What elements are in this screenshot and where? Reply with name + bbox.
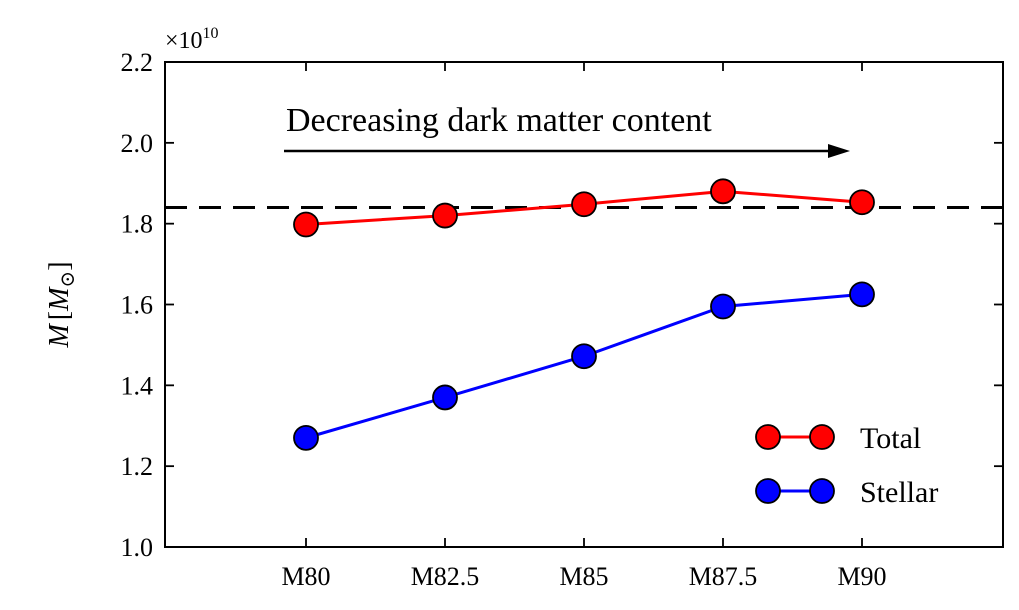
point-total-m80 <box>293 211 319 238</box>
x-tick-label: M90 <box>837 562 886 591</box>
y-tick-label: 1.0 <box>121 533 154 562</box>
legend-marker-stellar-2 <box>809 478 835 504</box>
y-tick-label: 1.8 <box>121 210 154 239</box>
y-tick-label: 1.2 <box>121 452 154 481</box>
y-axis-label-bracket-open: [ <box>44 311 75 320</box>
series-group <box>293 178 875 451</box>
point-stellar-m85 <box>571 343 597 370</box>
y-axis-label-sun-symbol: ⊙ <box>57 271 79 288</box>
y-multiplier-base: ×10 <box>165 28 203 54</box>
legend-marker-total <box>755 424 781 450</box>
y-axis-label-bracket-close: ] <box>44 261 75 270</box>
legend: Total Stellar <box>755 422 938 509</box>
y-multiplier-exponent: 10 <box>203 25 219 42</box>
y-axis-label-unit: M <box>44 286 75 312</box>
y-ticks: 1.0 1.2 1.4 1.6 1.8 2.0 2.2 <box>121 48 1003 562</box>
point-stellar-m90 <box>849 281 875 308</box>
legend-label-stellar: Stellar <box>860 476 938 509</box>
legend-label-total: Total <box>860 422 921 455</box>
point-stellar-m87-5 <box>710 293 736 320</box>
y-tick-label: 2.0 <box>121 129 154 158</box>
point-total-m87-5 <box>710 178 736 205</box>
y-tick-label: 2.2 <box>121 48 154 77</box>
legend-marker-total-2 <box>809 424 835 450</box>
x-tick-label: M85 <box>559 562 608 591</box>
point-stellar-m80 <box>293 424 319 451</box>
y-tick-label: 1.6 <box>121 291 154 320</box>
annotation-text: Decreasing dark matter content <box>286 102 712 139</box>
y-multiplier: ×1010 <box>165 25 219 54</box>
point-total-m85 <box>571 191 597 218</box>
y-axis-label-main: M <box>44 323 75 349</box>
x-tick-label: M87.5 <box>689 562 758 591</box>
x-ticks: M80 M82.5 M85 M87.5 M90 <box>281 62 887 591</box>
x-tick-label: M82.5 <box>411 562 480 591</box>
point-total-m82-5 <box>432 202 458 229</box>
legend-marker-stellar <box>755 478 781 504</box>
y-axis-label: M[M⊙] <box>44 261 79 348</box>
point-stellar-m82-5 <box>432 384 458 411</box>
x-tick-label: M80 <box>281 562 330 591</box>
point-total-m90 <box>849 189 875 216</box>
annotation-arrow-head <box>828 144 850 158</box>
annotation: Decreasing dark matter content <box>284 102 850 158</box>
y-tick-label: 1.4 <box>121 371 154 400</box>
